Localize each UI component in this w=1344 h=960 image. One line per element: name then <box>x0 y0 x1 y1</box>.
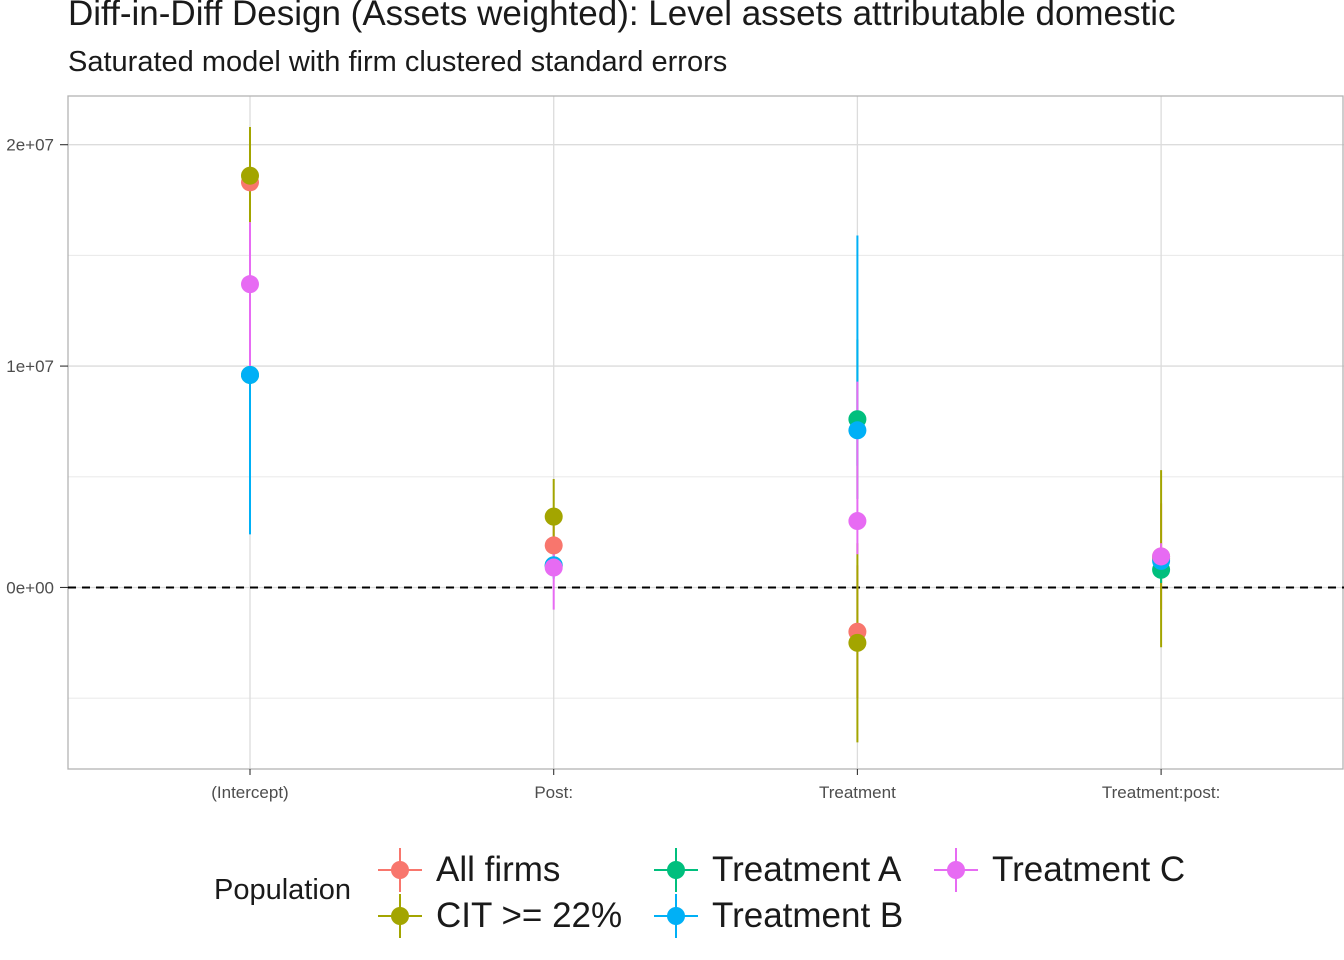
legend-key-cit <box>378 894 422 938</box>
legend-item-treatment-a: Treatment A <box>654 848 901 892</box>
chart-subtitle: Saturated model with firm clustered stan… <box>68 46 728 78</box>
data-point <box>848 512 867 531</box>
data-point <box>848 633 867 652</box>
legend-label-treatment-b: Treatment B <box>712 896 904 935</box>
x-tick-label: (Intercept) <box>211 783 288 802</box>
data-point <box>241 166 259 185</box>
legend-item-treatment-b: Treatment B <box>654 894 903 938</box>
y-tick-label: 2e+07 <box>6 136 54 155</box>
legend-item-treatment-c: Treatment C <box>934 848 1185 892</box>
y-tick-label: 1e+07 <box>6 357 54 376</box>
data-point <box>544 558 563 577</box>
legend-key-treatment-c <box>934 848 978 892</box>
legend-title: Population <box>214 874 352 906</box>
x-tick-label: Treatment <box>819 783 896 802</box>
y-tick-label: 0e+00 <box>6 578 54 597</box>
data-point <box>544 507 563 526</box>
legend-label-treatment-a: Treatment A <box>712 850 902 889</box>
x-tick-label: Post: <box>534 783 573 802</box>
data-point <box>241 275 259 294</box>
data-point <box>241 365 259 384</box>
data-point <box>544 536 563 555</box>
panel-border <box>67 95 1344 770</box>
x-tick-label: Treatment:post: <box>1102 783 1220 802</box>
legend-item-all-firms: All firms <box>378 848 560 892</box>
legend-key-treatment-b <box>654 894 698 938</box>
legend-item-cit: CIT >= 22% <box>378 894 622 938</box>
chart-title: Diff-in-Diff Design (Assets weighted): L… <box>68 0 1176 33</box>
legend-key-treatment-a <box>654 848 698 892</box>
data-point <box>848 421 867 440</box>
legend-label-cit: CIT >= 22% <box>436 896 623 935</box>
legend-key-all-firms <box>378 848 422 892</box>
data-point <box>1152 547 1171 566</box>
legend-label-treatment-c: Treatment C <box>992 850 1186 889</box>
legend-label-all-firms: All firms <box>436 850 561 889</box>
